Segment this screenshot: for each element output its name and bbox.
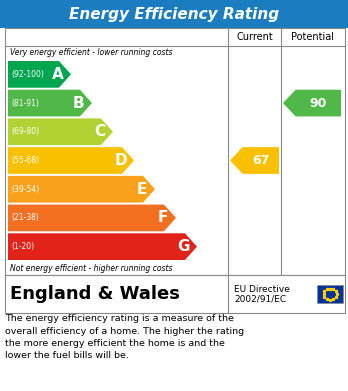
Text: (55-68): (55-68) xyxy=(11,156,39,165)
Text: Very energy efficient - lower running costs: Very energy efficient - lower running co… xyxy=(10,48,173,57)
Text: EU Directive: EU Directive xyxy=(234,285,290,294)
Text: England & Wales: England & Wales xyxy=(10,285,180,303)
Text: (1-20): (1-20) xyxy=(11,242,34,251)
Bar xyxy=(5,275,345,313)
Text: D: D xyxy=(114,153,127,168)
Text: (39-54): (39-54) xyxy=(11,185,39,194)
Polygon shape xyxy=(8,61,71,88)
Text: (21-38): (21-38) xyxy=(11,213,39,222)
Text: Potential: Potential xyxy=(291,32,333,42)
Text: Current: Current xyxy=(236,32,273,42)
Text: (81-91): (81-91) xyxy=(11,99,39,108)
Text: 90: 90 xyxy=(310,97,327,109)
Bar xyxy=(5,28,345,275)
Polygon shape xyxy=(8,118,113,145)
Text: 2002/91/EC: 2002/91/EC xyxy=(234,294,286,303)
Text: F: F xyxy=(158,210,168,226)
Bar xyxy=(0,0,348,28)
Bar xyxy=(317,285,343,303)
Text: G: G xyxy=(177,239,190,254)
Text: The energy efficiency rating is a measure of the
overall efficiency of a home. T: The energy efficiency rating is a measur… xyxy=(5,314,244,361)
Text: Energy Efficiency Rating: Energy Efficiency Rating xyxy=(69,7,279,22)
Text: A: A xyxy=(52,67,64,82)
Polygon shape xyxy=(8,176,155,203)
Text: (69-80): (69-80) xyxy=(11,127,39,136)
Polygon shape xyxy=(8,233,197,260)
Polygon shape xyxy=(283,90,341,117)
Text: C: C xyxy=(94,124,105,139)
Polygon shape xyxy=(230,147,279,174)
Text: E: E xyxy=(136,182,147,197)
Polygon shape xyxy=(8,147,134,174)
Text: B: B xyxy=(73,95,85,111)
Text: 67: 67 xyxy=(252,154,269,167)
Text: Not energy efficient - higher running costs: Not energy efficient - higher running co… xyxy=(10,264,173,273)
Text: (92-100): (92-100) xyxy=(11,70,44,79)
Polygon shape xyxy=(8,204,176,231)
Polygon shape xyxy=(8,90,92,117)
